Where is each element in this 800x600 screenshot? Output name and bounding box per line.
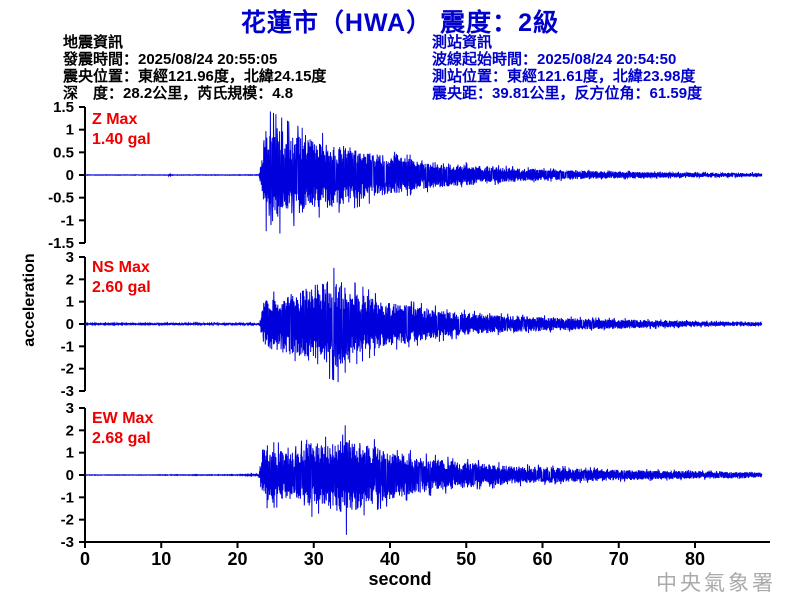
- x-tick-label: 60: [532, 549, 552, 569]
- station-info-block: 測站資訊 波線起始時間：2025/08/24 20:54:50 測站位置：東經1…: [432, 34, 702, 102]
- y-tick-label: 2: [66, 422, 74, 439]
- x-tick-label: 80: [685, 549, 705, 569]
- y-tick-label: 0: [66, 467, 74, 484]
- y-tick-label: -3: [61, 383, 74, 400]
- x-tick-label: 10: [151, 549, 171, 569]
- x-tick-label: 20: [227, 549, 247, 569]
- station-info-heading: 測站資訊: [432, 34, 493, 51]
- earthquake-depth-magnitude: 深 度：28.2公里，芮氏規模：4.8: [63, 85, 294, 102]
- waveform-z: [84, 111, 763, 234]
- y-tick-label: -2: [61, 361, 74, 378]
- earthquake-epicenter: 震央位置：東經121.96度，北緯24.15度: [63, 68, 327, 85]
- page-title: 花蓮市（HWA） 震度：2級: [240, 9, 560, 37]
- epicentral-distance-azimuth: 震央距：39.81公里，反方位角：61.59度: [432, 85, 703, 102]
- y-tick-label: -1: [61, 212, 74, 229]
- y-tick-label: 1: [66, 122, 74, 139]
- earthquake-origin-time: 發震時間：2025/08/24 20:55:05: [63, 51, 278, 68]
- y-axis-title: acceleration: [21, 253, 38, 347]
- y-tick-label: 1.5: [53, 99, 74, 116]
- ew-max-title: EW Max: [92, 410, 154, 427]
- y-tick-label: 0.5: [53, 144, 74, 161]
- agency-watermark: 中央氣象署: [656, 572, 776, 595]
- y-tick-label: -0.5: [48, 190, 74, 207]
- x-tick-label: 30: [304, 549, 324, 569]
- ew-max-label: EW Max 2.68 gal: [92, 409, 153, 449]
- z-max-title: Z Max: [92, 111, 138, 128]
- y-tick-label: -3: [61, 534, 74, 551]
- y-tick-label: -1.5: [48, 235, 74, 252]
- earthquake-info-heading: 地震資訊: [63, 34, 124, 51]
- waveform-ew: [84, 425, 763, 535]
- y-tick-label: 2: [66, 271, 74, 288]
- x-axis-title: second: [368, 569, 432, 589]
- y-tick-label: 0: [66, 316, 74, 333]
- y-tick-label: -2: [61, 512, 74, 529]
- ns-max-label: NS Max 2.60 gal: [92, 258, 151, 298]
- z-max-value: 1.40 gal: [92, 131, 151, 148]
- station-location: 測站位置：東經121.61度，北緯23.98度: [432, 68, 696, 85]
- y-tick-label: 3: [66, 249, 74, 266]
- y-tick-label: 1: [66, 294, 74, 311]
- waveform-ns: [84, 267, 763, 383]
- x-tick-label: 0: [80, 549, 90, 569]
- x-tick-label: 40: [380, 549, 400, 569]
- x-tick-label: 50: [456, 549, 476, 569]
- x-tick-label: 70: [609, 549, 629, 569]
- waveform-start-time: 波線起始時間：2025/08/24 20:54:50: [432, 51, 677, 68]
- ew-max-value: 2.68 gal: [92, 430, 151, 447]
- ns-max-value: 2.60 gal: [92, 279, 151, 296]
- y-tick-label: 1: [66, 445, 74, 462]
- z-max-label: Z Max 1.40 gal: [92, 110, 151, 150]
- y-tick-label: -1: [61, 489, 74, 506]
- ns-max-title: NS Max: [92, 259, 150, 276]
- y-tick-label: -1: [61, 338, 74, 355]
- earthquake-info-block: 地震資訊 發震時間：2025/08/24 20:55:05 震央位置：東經121…: [63, 34, 326, 102]
- y-tick-label: 3: [66, 400, 74, 417]
- y-tick-label: 0: [66, 167, 74, 184]
